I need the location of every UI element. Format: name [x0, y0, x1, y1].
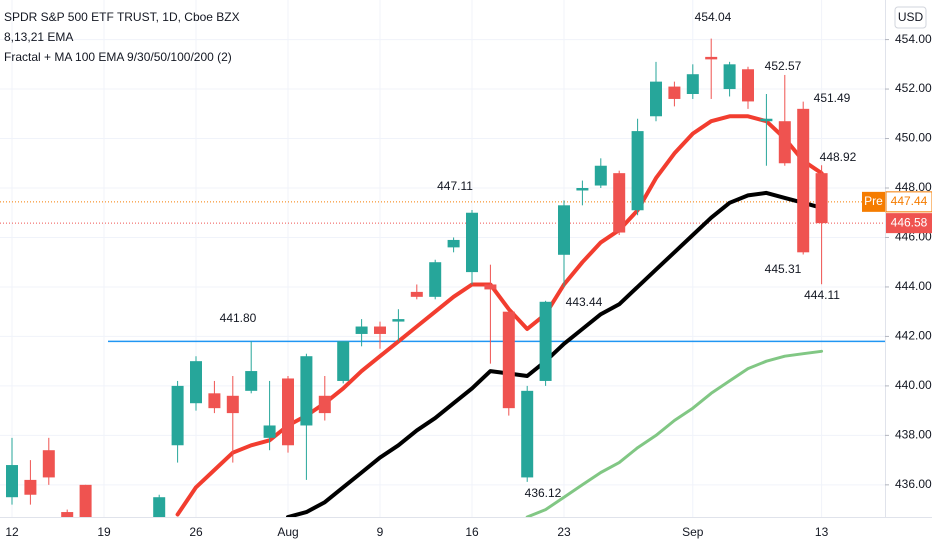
- y-tick-label: 448.00: [895, 180, 932, 194]
- candle-body: [61, 512, 74, 517]
- chart-title: SPDR S&P 500 ETF TRUST, 1D, Cboe BZX: [4, 10, 240, 24]
- currency[interactable]: USD: [898, 10, 924, 24]
- currency-box[interactable]: [894, 6, 927, 29]
- x-tick-label: 12: [5, 525, 19, 539]
- candle-body: [723, 64, 736, 90]
- candle-body: [797, 108, 810, 253]
- candle-body: [576, 188, 589, 191]
- annotation: 448.92: [820, 150, 857, 164]
- x-tick-label: 19: [97, 525, 111, 539]
- y-tick-label: 442.00: [895, 329, 932, 343]
- candle-body: [447, 239, 460, 248]
- candle-body: [778, 121, 791, 164]
- candle-body: [190, 361, 202, 404]
- candle-body: [742, 69, 754, 102]
- last-price: 446.58: [891, 215, 928, 229]
- plot-area: [0, 38, 885, 517]
- last-price-box: [886, 213, 932, 234]
- indicator-label: 8,13,21 EMA: [4, 30, 73, 44]
- candle-body: [355, 326, 368, 334]
- indicator-label: Fractal + MA 100 EMA 9/30/50/100/200 (2): [4, 50, 232, 64]
- x-tick-label: 26: [189, 525, 203, 539]
- x-tick-label: 13: [815, 525, 829, 539]
- candle-body: [410, 291, 423, 297]
- x-tick-label: 23: [557, 525, 571, 539]
- candle-body: [594, 165, 607, 186]
- candle-body: [245, 371, 258, 391]
- annotation: 451.49: [814, 91, 851, 105]
- y-tick-label: 446.00: [895, 230, 932, 244]
- x-tick-label: Aug: [277, 525, 298, 539]
- grid: [0, 0, 885, 517]
- x-tick-label: Sep: [682, 525, 704, 539]
- premarket-price: 447.44: [891, 194, 928, 208]
- annotation: 454.04: [695, 10, 732, 24]
- candle-body: [318, 395, 331, 414]
- candle-body: [668, 86, 681, 99]
- candle-body: [650, 81, 662, 117]
- candle-body: [539, 301, 552, 381]
- candle-body: [42, 450, 55, 478]
- annotation: 441.80: [220, 311, 257, 325]
- annotation: 445.31: [765, 262, 802, 276]
- candle-body: [705, 56, 718, 60]
- candle-body: [686, 74, 699, 94]
- candle-body: [226, 395, 239, 414]
- x-tick-label: 9: [377, 525, 384, 539]
- ema-line: [286, 190, 824, 517]
- premarket-tag-label: Pre: [864, 194, 883, 208]
- candle-body: [24, 479, 37, 495]
- candle-body: [502, 311, 515, 409]
- candle-body: [558, 205, 570, 255]
- candle-body: [760, 118, 773, 122]
- candle-body: [6, 465, 18, 498]
- candle-body: [282, 378, 294, 446]
- candle-body: [466, 212, 478, 273]
- candle-body: [337, 341, 350, 381]
- candle-body: [631, 131, 644, 211]
- candle-body: [171, 385, 184, 446]
- y-tick-label: 454.00: [895, 32, 932, 46]
- candle-body: [374, 326, 386, 334]
- candle-body: [429, 262, 442, 297]
- candle-body: [484, 284, 497, 290]
- ema-line: [525, 349, 824, 517]
- candle-body: [79, 484, 92, 517]
- y-tick-label: 436.00: [895, 477, 932, 491]
- y-tick-label: 440.00: [895, 378, 932, 392]
- candle-body: [392, 319, 405, 322]
- candle-body: [613, 173, 626, 233]
- annotation: 452.57: [765, 59, 802, 73]
- candle-body: [208, 393, 221, 409]
- candle-body: [153, 497, 166, 517]
- premarket-tag: [862, 191, 885, 212]
- y-tick-label: 452.00: [895, 81, 932, 95]
- candle-body: [263, 425, 276, 438]
- y-tick-label: 444.00: [895, 279, 932, 293]
- y-tick-label: 450.00: [895, 131, 932, 145]
- candle-body: [815, 173, 828, 224]
- candle-body: [300, 356, 313, 426]
- annotation: 444.11: [804, 288, 840, 302]
- annotation: 436.12: [525, 486, 562, 500]
- candle-body: [521, 390, 534, 478]
- premarket-price-box: [885, 191, 932, 213]
- y-tick-label: 438.00: [895, 428, 932, 442]
- x-tick-label: 16: [465, 525, 479, 539]
- annotation: 447.11: [437, 179, 473, 193]
- annotation: 443.44: [566, 295, 603, 309]
